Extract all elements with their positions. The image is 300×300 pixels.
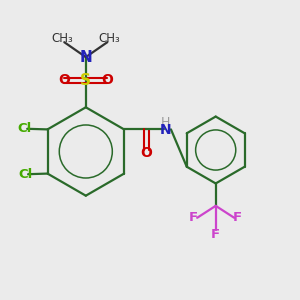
Text: O: O [140,146,152,160]
Text: F: F [189,211,198,224]
Text: Cl: Cl [17,122,32,135]
Text: N: N [160,123,171,137]
Text: Cl: Cl [18,168,32,181]
Text: S: S [80,73,91,88]
Text: F: F [233,211,242,224]
Text: CH₃: CH₃ [99,32,121,45]
Text: O: O [58,74,70,87]
Text: F: F [211,228,220,241]
Text: H: H [161,116,170,129]
Text: CH₃: CH₃ [51,32,73,45]
Text: N: N [80,50,92,64]
Text: O: O [101,74,113,87]
